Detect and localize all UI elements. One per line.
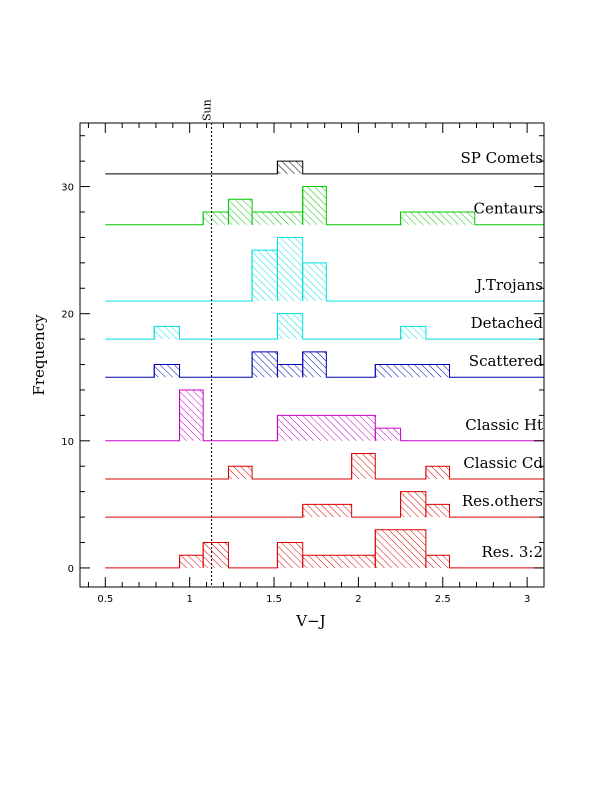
series-detached: Detached <box>105 313 544 340</box>
y-tick-label: 0 <box>68 564 74 575</box>
histogram-bar <box>252 211 303 225</box>
series-layer: SP Comets Centaurs J.Trojans Detached Scatte… <box>105 149 544 569</box>
series-j-trojans: J.Trojans <box>105 236 544 302</box>
histogram-bar <box>277 237 303 301</box>
x-tick-label: 1.5 <box>266 594 282 605</box>
histogram-bar <box>400 491 426 518</box>
series-classic-ht: Classic Ht <box>105 389 544 442</box>
histogram-bar <box>302 351 327 378</box>
series-sp-comets: SP Comets <box>105 149 544 175</box>
histogram-bar <box>277 542 303 568</box>
series-label: Scattered <box>469 352 544 370</box>
series-res-3-2: Res. 3:2 <box>105 529 544 569</box>
series-label: SP Comets <box>461 149 543 167</box>
x-tick-label: 0.5 <box>97 594 113 605</box>
histogram-bar <box>400 211 475 225</box>
histogram-bar <box>277 415 376 441</box>
histogram-bar <box>203 211 229 225</box>
x-tick-label: 2.5 <box>435 594 451 605</box>
histogram-bar <box>203 542 229 568</box>
histogram-outline <box>105 313 544 340</box>
x-tick-label: 1 <box>186 594 192 605</box>
series-label: Centaurs <box>473 200 543 218</box>
histogram-bar <box>277 364 303 378</box>
histogram-bar <box>252 351 278 378</box>
series-res-others: Res.others <box>105 491 544 518</box>
histogram-bar <box>228 466 253 479</box>
sun-marker-label: Sun <box>201 99 214 121</box>
x-axis-label: V−J <box>295 612 325 630</box>
histogram-bar <box>179 389 204 441</box>
histogram-bar <box>179 555 204 568</box>
series-classic-cd: Classic Cd <box>105 453 544 480</box>
histogram-bar <box>302 186 327 225</box>
histogram-bar <box>277 161 303 174</box>
histogram-bar <box>228 199 253 225</box>
histogram-bar <box>400 326 426 340</box>
y-tick-label: 30 <box>61 183 74 194</box>
series-label: Res. 3:2 <box>481 543 543 561</box>
histogram-bar <box>252 250 278 301</box>
plot-frame <box>79 122 545 588</box>
histogram-bar <box>375 364 450 378</box>
histogram-outline <box>105 453 544 480</box>
histogram-bar <box>425 504 450 518</box>
histogram-outline <box>105 160 544 175</box>
histogram-bar <box>302 555 376 568</box>
histogram-bar <box>351 453 376 479</box>
y-tick-label: 10 <box>61 437 74 448</box>
series-scattered: Scattered <box>105 351 544 378</box>
y-tick-label: 20 <box>61 310 74 321</box>
histogram-bar <box>154 364 180 378</box>
series-label: Classic Ht <box>465 416 543 434</box>
series-label: J.Trojans <box>474 276 543 294</box>
histogram-bar <box>375 428 401 441</box>
histogram-bar <box>277 313 303 340</box>
histogram-bar <box>375 529 426 568</box>
x-tick-label: 3 <box>524 594 530 605</box>
histogram-bar <box>154 326 180 340</box>
series-label: Res.others <box>462 492 543 510</box>
histogram-bar <box>425 555 450 568</box>
histogram-bar <box>302 262 327 301</box>
x-tick-label: 2 <box>355 594 361 605</box>
histogram-bar <box>425 466 450 479</box>
y-axis-label: Frequency <box>30 314 48 396</box>
histogram-bar <box>302 504 352 518</box>
series-label: Classic Cd <box>463 454 543 472</box>
series-label: Detached <box>471 314 544 332</box>
series-centaurs: Centaurs <box>105 186 544 226</box>
